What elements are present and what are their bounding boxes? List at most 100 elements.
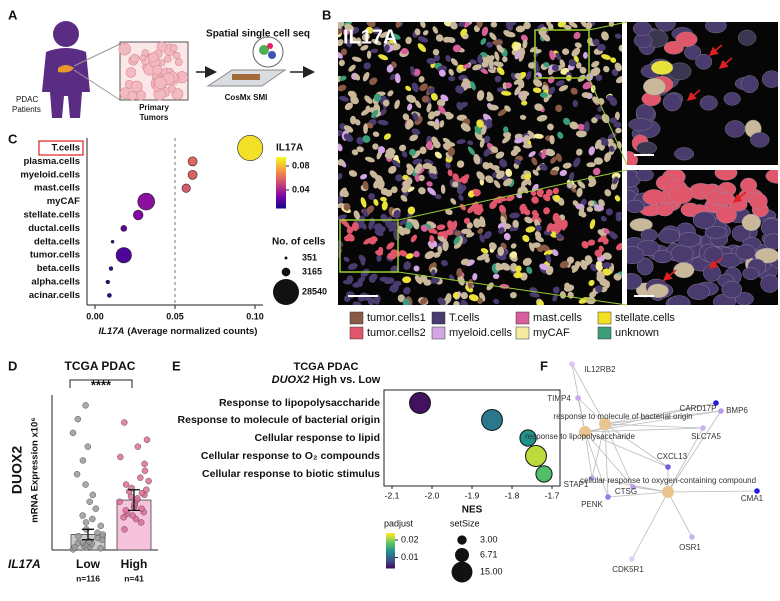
cell: [750, 132, 770, 148]
cell: [445, 55, 451, 62]
cell: [406, 167, 414, 176]
cell: [362, 71, 370, 82]
network-edge: [631, 491, 669, 560]
subtitle-gene: DUOX2: [272, 374, 310, 386]
panel-a-title: Spatial single cell seq: [206, 29, 310, 40]
cell: [430, 92, 438, 101]
cell: [360, 257, 366, 266]
tumor-cell: [174, 58, 183, 66]
zoom-line: [588, 77, 628, 166]
gene-label: PENK: [581, 500, 603, 509]
colorbar-step: [276, 176, 286, 180]
data-point: [84, 443, 92, 450]
cell: [411, 82, 419, 93]
cell: [452, 181, 459, 188]
size-legend-dot: [281, 267, 291, 277]
cell: [616, 140, 622, 149]
cell: [470, 81, 476, 91]
data-point: [92, 505, 100, 512]
cell: [578, 206, 585, 217]
cell: [633, 22, 652, 36]
colorbar-step: [276, 166, 286, 170]
cell: [652, 250, 673, 264]
cell: [577, 123, 585, 131]
cell: [505, 82, 512, 89]
cell: [675, 31, 698, 47]
colorbar-step: [276, 192, 286, 195]
cell: [552, 286, 560, 294]
cell: [735, 244, 756, 260]
cell: [367, 297, 375, 305]
cell: [460, 175, 468, 184]
cell: [575, 130, 587, 138]
cell: [536, 188, 544, 196]
cell: [413, 265, 420, 272]
arrow: [732, 191, 747, 203]
size-legend-label: 3.00: [480, 534, 498, 544]
cell: [503, 232, 511, 241]
data-point: [82, 402, 89, 409]
cell: [647, 283, 669, 298]
cell: [606, 94, 615, 102]
cell: [592, 167, 601, 176]
cell: [533, 78, 543, 87]
bubble: [237, 135, 264, 161]
cell: [487, 104, 499, 111]
cell: [405, 123, 412, 130]
data-point: [121, 419, 128, 426]
cell: [348, 170, 358, 177]
cell: [555, 233, 564, 240]
cell: [497, 108, 508, 117]
cell: [494, 75, 502, 83]
chart-subtitle: DUOX2 High vs. Low: [272, 374, 381, 386]
cell: [366, 122, 374, 129]
colorbar-step: [386, 552, 395, 555]
cell: [428, 227, 438, 234]
cell: [723, 92, 741, 106]
cell: [482, 56, 491, 64]
cell: [414, 28, 421, 36]
cell: [569, 121, 579, 130]
cell: [742, 267, 760, 280]
cell: [600, 215, 607, 222]
cell: [596, 270, 605, 280]
cell-icon: [267, 43, 273, 49]
cell: [402, 276, 412, 284]
cell: [499, 158, 508, 168]
data-point: [97, 545, 104, 552]
cell: [541, 33, 551, 42]
cell: [574, 42, 582, 49]
colorbar-step: [386, 538, 395, 541]
tumor-cell: [125, 67, 137, 78]
colorbar-step: [386, 543, 395, 546]
term-node: [599, 418, 611, 430]
cell: [389, 74, 396, 80]
cell: [378, 54, 389, 61]
cell: [430, 269, 436, 277]
cell: [437, 65, 447, 73]
cell: [496, 170, 505, 180]
cell: [468, 294, 479, 302]
cell: [410, 234, 418, 243]
term-node: [579, 426, 591, 438]
cell: [456, 101, 464, 111]
cell: [405, 85, 412, 92]
cell: [658, 228, 680, 244]
data-point: [82, 519, 90, 526]
x-tick-label: -1.7: [545, 490, 560, 500]
cell: [494, 51, 500, 62]
cell: [705, 22, 727, 34]
cell: [395, 22, 402, 28]
cell: [704, 226, 728, 239]
cell: [426, 102, 432, 113]
y-tick-label: myeloid.cells: [20, 169, 80, 180]
cell: [428, 111, 436, 120]
bubble: [133, 209, 144, 221]
cell: [356, 146, 364, 153]
cell: [500, 90, 512, 96]
cell: [347, 263, 358, 270]
cell: [433, 252, 441, 258]
cell: [452, 291, 460, 299]
tumor-cell: [130, 53, 140, 64]
cell: [476, 119, 484, 128]
